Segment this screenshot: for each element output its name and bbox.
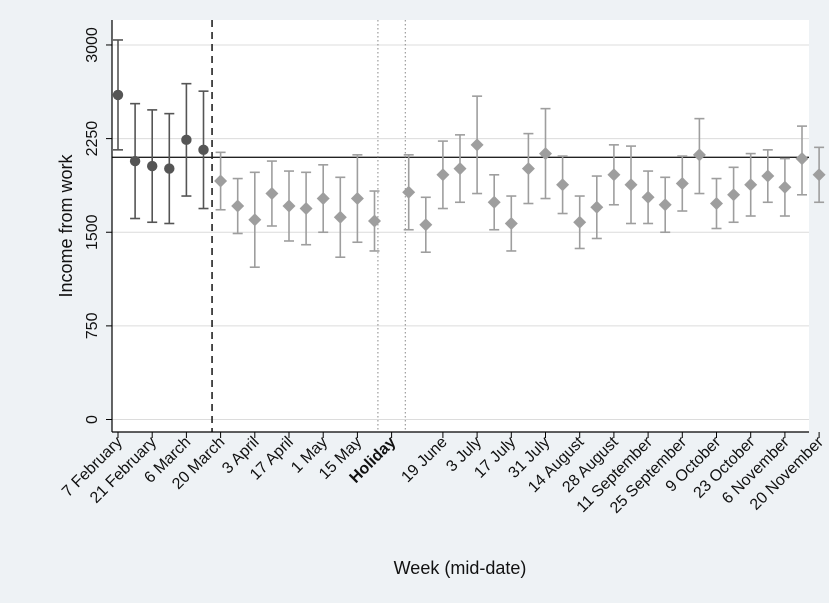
marker-layer xyxy=(112,89,826,232)
data-point-diamond xyxy=(812,168,826,182)
data-point-diamond xyxy=(419,218,433,232)
data-point-diamond xyxy=(744,178,758,192)
data-point-diamond xyxy=(521,162,535,176)
data-point-diamond xyxy=(590,200,604,214)
data-point-diamond xyxy=(556,178,570,192)
data-point-diamond xyxy=(658,198,672,212)
data-point-diamond xyxy=(333,210,347,224)
x-axis-title: Week (mid-date) xyxy=(394,558,527,578)
data-point-diamond xyxy=(710,197,723,211)
data-point-diamond xyxy=(573,215,587,229)
data-point-diamond xyxy=(795,152,809,166)
y-axis-title: Income from work xyxy=(56,153,76,297)
data-point-circle xyxy=(198,144,209,156)
data-point-diamond xyxy=(368,214,381,228)
data-point-diamond xyxy=(692,148,706,162)
data-point-diamond xyxy=(761,169,775,183)
y-tick-label: 2250 xyxy=(84,121,101,157)
data-point-diamond xyxy=(504,217,518,231)
data-point-diamond xyxy=(727,188,741,202)
data-point-diamond xyxy=(282,199,296,213)
data-point-diamond xyxy=(487,195,501,209)
data-point-diamond xyxy=(402,185,416,199)
data-point-diamond xyxy=(453,162,467,176)
y-tick-label: 3000 xyxy=(84,27,101,63)
data-point-circle xyxy=(112,89,124,101)
data-point-diamond xyxy=(265,187,279,201)
data-point-circle xyxy=(164,163,175,174)
data-point-diamond xyxy=(778,180,792,194)
data-point-circle xyxy=(129,155,141,167)
data-point-diamond xyxy=(607,168,621,182)
data-point-diamond xyxy=(231,199,245,213)
data-point-diamond xyxy=(299,202,313,216)
data-point-diamond xyxy=(470,138,484,152)
y-tick-label: 0 xyxy=(84,415,101,424)
data-point-diamond xyxy=(350,192,364,206)
data-point-diamond xyxy=(316,192,330,206)
y-tick-label: 750 xyxy=(84,312,101,339)
data-point-diamond xyxy=(624,178,638,192)
y-tick-label: 1500 xyxy=(84,214,101,250)
data-point-circle xyxy=(181,134,192,146)
data-point-diamond xyxy=(539,147,552,161)
data-point-diamond xyxy=(214,174,228,188)
plot-area xyxy=(112,20,809,432)
data-point-diamond xyxy=(641,190,655,204)
data-point-diamond xyxy=(436,168,450,182)
data-point-diamond xyxy=(675,177,689,191)
data-point-diamond xyxy=(248,213,262,227)
data-point-circle xyxy=(147,160,158,172)
